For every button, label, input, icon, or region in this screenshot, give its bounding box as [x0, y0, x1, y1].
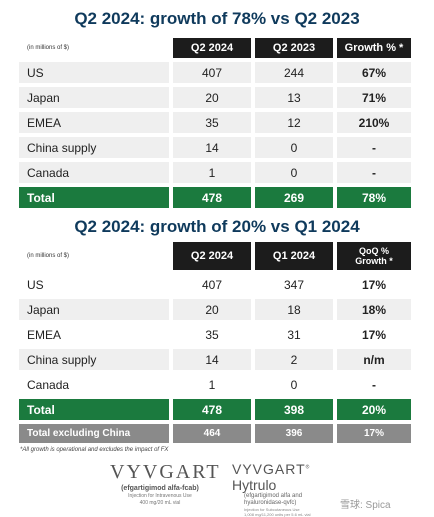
watermark: 雪球: Spica: [340, 500, 391, 511]
cell-growth: -: [337, 162, 411, 183]
cell-value: 396: [255, 424, 333, 443]
table-row: US 407 347 17%: [19, 274, 411, 295]
cell-value: 407: [173, 62, 251, 83]
total-row: Total 478 269 78%: [19, 187, 411, 208]
brand-line: Injection for Intravenous Use: [128, 493, 192, 499]
brand-line: Injection for Subcutaneous Use: [244, 507, 300, 512]
footnote: *All growth is operational and excludes …: [20, 447, 169, 453]
brand-part: VYVGART: [232, 461, 306, 477]
cell-value: 244: [255, 62, 333, 83]
col-header: Q2 2024: [173, 38, 251, 58]
col-header: Q1 2024: [255, 242, 333, 270]
cell-growth: -: [337, 137, 411, 158]
cell-growth: 18%: [337, 299, 411, 320]
table-row: EMEA 35 31 17%: [19, 324, 411, 345]
cell-growth: 67%: [337, 62, 411, 83]
brand-generic: (efgartigimod alfa and: [244, 493, 303, 499]
total-excluding-china-row: Total excluding China 464 396 17%: [19, 424, 411, 443]
table-row: Canada 1 0 -: [19, 374, 411, 395]
cell-value: 0: [255, 137, 333, 158]
cell-growth: 210%: [337, 112, 411, 133]
row-label: Japan: [19, 87, 169, 108]
cell-value: 0: [255, 162, 333, 183]
row-label: China supply: [19, 137, 169, 158]
cell-value: 1: [173, 162, 251, 183]
cell-value: 20: [173, 87, 251, 108]
cell-growth: 17%: [361, 277, 387, 292]
row-label: US: [27, 277, 44, 292]
table1-header-row: (in millions of $) Q2 2024 Q2 2023 Growt…: [19, 38, 411, 58]
cell-value: 478: [173, 399, 251, 420]
cell-value: 269: [255, 187, 333, 208]
table-row: Japan 20 18 18%: [19, 299, 411, 320]
row-label: Total: [19, 187, 169, 208]
table2-title: Q2 2024: growth of 20% vs Q1 2024: [74, 217, 360, 236]
brand-generic: hyaluronidase-qvfc): [244, 500, 297, 506]
cell-value: 14: [173, 349, 251, 370]
cell-value: 20: [173, 299, 251, 320]
cell-growth: 17%: [337, 424, 411, 443]
cell-value: 1: [208, 377, 216, 392]
table1-title: Q2 2024: growth of 78% vs Q2 2023: [74, 9, 360, 28]
cell-value: 18: [255, 299, 333, 320]
row-label: Canada: [19, 162, 169, 183]
cell-value: 464: [173, 424, 251, 443]
row-label: Japan: [19, 299, 169, 320]
row-label: Canada: [27, 377, 70, 392]
unit-note: (in millions of $): [27, 45, 70, 51]
cell-value: 0: [290, 377, 298, 392]
vyvgart-logo: VYVGART (efgartigimod alfa-fcab) Injecti…: [110, 461, 221, 506]
table-row: EMEA 35 12 210%: [19, 112, 411, 133]
cell-value: 398: [255, 399, 333, 420]
cell-value: 347: [283, 277, 305, 292]
cell-value: 478: [173, 187, 251, 208]
cell-value: 31: [287, 327, 301, 342]
cell-growth: -: [372, 377, 376, 392]
cell-growth: n/m: [337, 349, 411, 370]
col-header: Q2 2024: [173, 242, 251, 270]
cell-value: 35: [173, 112, 251, 133]
table-row: China supply 14 0 -: [19, 137, 411, 158]
vyvgart-hytrulo-logo: VYVGART® Hytrulo (efgartigimod alfa and …: [232, 461, 342, 517]
brand-line: 1,008 mg/11,200 units per 5.6 mL vial: [244, 512, 311, 517]
table2-header-row: (in millions of $) Q2 2024 Q1 2024 QoQ %…: [19, 242, 411, 270]
cell-value: 2: [255, 349, 333, 370]
cell-value: 12: [255, 112, 333, 133]
brand-part: Hytrulo: [232, 477, 277, 493]
cell-growth: 71%: [337, 87, 411, 108]
row-label: US: [19, 62, 169, 83]
col-header: QoQ % Growth *: [337, 242, 411, 270]
table-row: China supply 14 2 n/m: [19, 349, 411, 370]
brand-line: 400 mg/20 mL vial: [139, 500, 181, 506]
row-label: China supply: [19, 349, 169, 370]
table-row: Canada 1 0 -: [19, 162, 411, 183]
cell-value: 35: [205, 327, 219, 342]
brand-name: VYVGART: [110, 461, 221, 483]
row-label: EMEA: [19, 112, 169, 133]
table-row: Japan 20 13 71%: [19, 87, 411, 108]
row-label: Total excluding China: [19, 424, 169, 443]
brand-name: VYVGART® Hytrulo: [232, 461, 311, 493]
cell-growth: 20%: [337, 399, 411, 420]
cell-value: 14: [173, 137, 251, 158]
row-label: Total: [19, 399, 169, 420]
col-header: Growth % *: [337, 38, 411, 58]
total-row: Total 478 398 20%: [19, 399, 411, 420]
brand-generic: (efgartigimod alfa-fcab): [121, 485, 199, 492]
cell-value: 13: [255, 87, 333, 108]
row-label: EMEA: [27, 327, 62, 342]
unit-note: (in millions of $): [27, 253, 70, 259]
cell-growth: 78%: [337, 187, 411, 208]
cell-value: 407: [201, 277, 223, 292]
table-row: US 407 244 67%: [19, 62, 411, 83]
col-header: Q2 2023: [255, 38, 333, 58]
cell-growth: 17%: [361, 327, 387, 342]
